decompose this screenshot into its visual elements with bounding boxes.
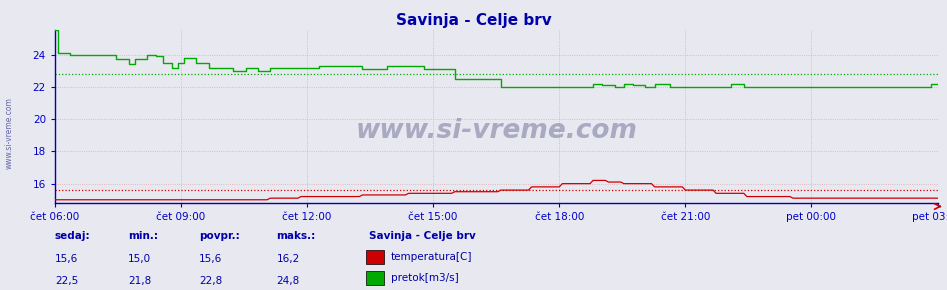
Text: 16,2: 16,2	[277, 254, 300, 264]
Text: Savinja - Celje brv: Savinja - Celje brv	[396, 13, 551, 28]
Text: 15,0: 15,0	[128, 254, 151, 264]
Text: 22,5: 22,5	[55, 276, 79, 286]
Text: www.si-vreme.com: www.si-vreme.com	[5, 97, 14, 169]
Text: 21,8: 21,8	[128, 276, 152, 286]
Text: povpr.:: povpr.:	[199, 231, 240, 241]
Text: temperatura[C]: temperatura[C]	[391, 252, 473, 262]
Text: www.si-vreme.com: www.si-vreme.com	[355, 117, 637, 144]
Text: min.:: min.:	[128, 231, 158, 241]
Text: 22,8: 22,8	[199, 276, 223, 286]
Text: 15,6: 15,6	[55, 254, 79, 264]
Text: pretok[m3/s]: pretok[m3/s]	[391, 273, 459, 283]
Text: 15,6: 15,6	[199, 254, 223, 264]
Text: 24,8: 24,8	[277, 276, 300, 286]
Text: Savinja - Celje brv: Savinja - Celje brv	[369, 231, 476, 241]
Text: sedaj:: sedaj:	[55, 231, 91, 241]
Text: maks.:: maks.:	[277, 231, 315, 241]
